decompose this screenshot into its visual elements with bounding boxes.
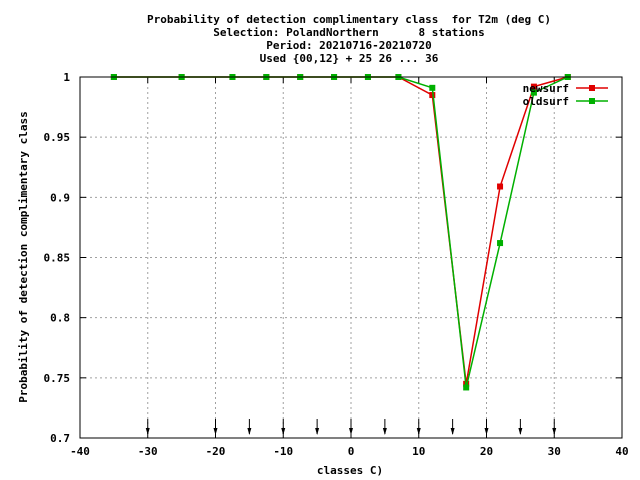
series bbox=[110, 74, 571, 391]
title-line-3: Period: 20210716-20210720 bbox=[266, 39, 432, 52]
data-point-newsurf bbox=[429, 92, 436, 99]
x-axis-label: classes C) bbox=[317, 464, 383, 477]
grid bbox=[80, 77, 622, 438]
y-tick-label: 0.85 bbox=[44, 252, 71, 265]
class-limit-arrowhead bbox=[349, 428, 353, 435]
class-limit-arrowhead bbox=[484, 428, 489, 435]
x-tick-label: 30 bbox=[548, 445, 561, 458]
class-limit-arrows bbox=[145, 419, 557, 435]
data-point-oldsurf bbox=[530, 89, 537, 96]
plot-frame bbox=[79, 76, 623, 439]
legend-label-oldsurf: oldsurf bbox=[523, 95, 569, 108]
y-tick-label: 0.9 bbox=[50, 191, 70, 204]
chart-title: Probability of detection complimentary c… bbox=[147, 13, 551, 65]
tick-labels: 0.7 0.75 0.8 0.85 0.9 0.95 1 -40 -30 -20 -10 0 10 20 3… bbox=[44, 71, 629, 458]
y-tick-label: 0.7 bbox=[50, 432, 70, 445]
y-tick-label: 1 bbox=[63, 71, 70, 84]
class-limit-arrowhead bbox=[213, 428, 218, 435]
series-newsurf bbox=[110, 74, 571, 387]
x-tick-label: 0 bbox=[348, 445, 355, 458]
class-limit-arrowhead bbox=[450, 428, 455, 435]
class-limit-arrowhead bbox=[518, 428, 523, 435]
x-tick-label: 10 bbox=[412, 445, 425, 458]
class-limit-arrowhead bbox=[247, 428, 252, 435]
class-limit-arrowhead bbox=[145, 428, 150, 435]
y-axis-label: Probability of detection complimentary c… bbox=[17, 111, 30, 402]
data-point-oldsurf bbox=[497, 240, 504, 247]
legend-label-newsurf: newsurf bbox=[523, 82, 569, 95]
y-tick-label: 0.8 bbox=[50, 312, 70, 325]
data-point-newsurf bbox=[497, 183, 504, 190]
title-line-2: Selection: PolandNorthern 8 stations bbox=[213, 26, 485, 39]
x-tick-label: -20 bbox=[206, 445, 226, 458]
x-tick-label: -40 bbox=[70, 445, 90, 458]
class-limit-arrowhead bbox=[281, 428, 286, 435]
class-limit-arrowhead bbox=[315, 428, 320, 435]
class-limit-arrowhead bbox=[552, 428, 557, 435]
title-line-4: Used {00,12} + 25 26 ... 36 bbox=[260, 52, 439, 65]
data-point-oldsurf bbox=[429, 84, 436, 91]
series-line-newsurf bbox=[113, 76, 569, 384]
y-tick-label: 0.95 bbox=[44, 131, 71, 144]
legend-marker-newsurf bbox=[589, 85, 595, 91]
data-point-oldsurf bbox=[463, 384, 470, 391]
data-point-newsurf bbox=[530, 83, 537, 90]
x-tick-label: 20 bbox=[480, 445, 493, 458]
class-limit-arrowhead bbox=[416, 428, 421, 435]
series-line-oldsurf bbox=[113, 76, 569, 388]
legend-marker-oldsurf bbox=[589, 98, 595, 104]
class-limit-arrowhead bbox=[382, 428, 387, 435]
x-tick-label: -30 bbox=[138, 445, 158, 458]
x-tick-label: 40 bbox=[615, 445, 628, 458]
y-tick-label: 0.75 bbox=[44, 372, 71, 385]
x-tick-label: -10 bbox=[273, 445, 293, 458]
series-oldsurf bbox=[110, 74, 571, 391]
title-line-1: Probability of detection complimentary c… bbox=[147, 13, 551, 26]
